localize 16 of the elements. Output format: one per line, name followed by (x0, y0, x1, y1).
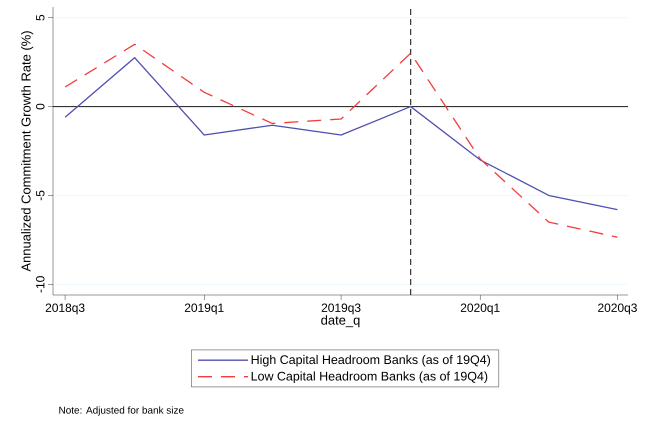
x-tick-label: 2019q1 (184, 304, 224, 314)
y-tick-label: -10 (36, 276, 44, 292)
x-axis-title: date_q (321, 315, 360, 328)
x-tick-label: 2020q1 (460, 304, 500, 314)
y-tick-label: 5 (36, 14, 44, 21)
text: Note: Adjusted for bank size (59, 406, 184, 416)
line-series (64, 57, 618, 210)
y-axis-title: Annualized Commitment Growth Rate (%) (21, 31, 34, 272)
y-tick-label: -5 (36, 190, 44, 200)
x-tick-label: 2019q3 (322, 304, 360, 314)
legend-label: High Capital Headroom Banks (as of 19Q4) (252, 354, 490, 367)
y-tick-label: 0 (36, 104, 44, 110)
line-series (64, 44, 618, 238)
legend-label: Low Capital Headroom Banks (as of 19Q4) (252, 371, 488, 384)
x-tick-label: 2018q3 (46, 304, 85, 314)
x-tick-label: 2020q3 (598, 304, 637, 314)
